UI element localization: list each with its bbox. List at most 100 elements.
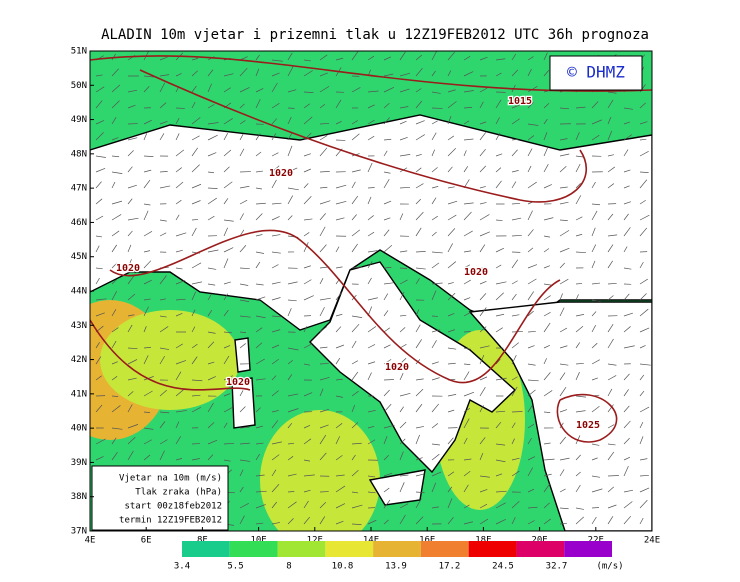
wind-arrow: [591, 119, 602, 125]
wind-arrow: [543, 483, 551, 493]
isobar-label: 1025: [576, 420, 600, 431]
wind-arrow: [591, 260, 596, 269]
wind-arrow: [303, 489, 311, 493]
wind-arrow: [511, 517, 516, 525]
wind-arrow: [255, 283, 264, 286]
wind-arrow: [335, 120, 342, 125]
wind-arrow: [399, 474, 409, 477]
wind-arrow: [575, 163, 581, 173]
wind-arrow: [223, 331, 232, 334]
wind-arrow: [527, 520, 535, 525]
wind-arrow: [255, 99, 261, 109]
wind-arrow: [527, 210, 533, 221]
colorbar-segment: [373, 541, 421, 557]
wind-arrow: [463, 521, 474, 525]
wind-arrow: [463, 408, 471, 413]
wind-arrow: [495, 443, 506, 446]
wind-arrow: [335, 455, 343, 461]
wind-arrow: [527, 278, 537, 285]
wind-arrow: [447, 101, 457, 109]
wind-arrow: [639, 261, 644, 269]
wind-arrow: [143, 155, 154, 157]
wind-arrow: [495, 358, 501, 365]
wind-arrow: [287, 66, 294, 77]
wind-arrow: [575, 423, 584, 429]
isobar-label: 1020: [116, 263, 140, 274]
lat-label: 40N: [71, 424, 87, 434]
wind-arrow: [319, 226, 326, 237]
wind-arrow: [447, 228, 456, 237]
wind-arrow: [575, 362, 584, 365]
map-area: 1015 1020 1020 1020 1020 1020 1025: [90, 51, 652, 531]
wind-arrow: [559, 293, 563, 301]
wind-arrow: [463, 71, 474, 77]
wind-arrow: [271, 441, 282, 445]
wind-arrow: [559, 409, 568, 413]
wind-arrow: [591, 311, 597, 317]
wind-arrow: [159, 347, 170, 350]
info-box: [91, 465, 229, 531]
wind-arrow: [623, 515, 632, 525]
wind-arrow: [399, 314, 407, 317]
wind-arrow: [399, 482, 405, 493]
wind-arrow: [335, 292, 342, 301]
wind-arrow: [639, 102, 646, 109]
wind-arrow: [239, 515, 245, 525]
wind-arrow: [111, 100, 120, 109]
wind-arrow: [527, 123, 539, 126]
wind-arrow: [511, 376, 518, 381]
wind-arrow: [415, 88, 422, 93]
wind-arrow: [159, 120, 168, 125]
wind-arrow: [511, 438, 515, 445]
wind-arrow: [575, 283, 583, 285]
info-line: Tlak zraka (hPa): [135, 488, 222, 498]
wind-arrow: [239, 406, 246, 413]
wind-arrow: [447, 516, 454, 525]
wind-arrow: [559, 363, 569, 366]
wind-arrow: [255, 133, 261, 141]
wind-arrow: [191, 219, 199, 221]
lat-label: 49N: [71, 115, 87, 125]
wind-arrow: [127, 324, 133, 333]
wind-arrow: [207, 267, 217, 270]
wind-arrow: [303, 242, 309, 253]
wind-arrow: [271, 59, 283, 62]
wind-arrow: [575, 294, 579, 301]
wind-arrow: [111, 405, 121, 413]
colorbar-label: 5.5: [227, 562, 243, 572]
wind-arrow: [415, 54, 423, 61]
wind-arrow: [239, 331, 247, 333]
wind-arrow: [207, 293, 212, 301]
wind-arrow: [95, 215, 104, 221]
wind-arrow: [303, 363, 311, 366]
wind-arrow: [319, 346, 328, 349]
wind-arrow: [639, 421, 644, 429]
wind-arrow: [559, 165, 567, 173]
wind-arrow: [271, 72, 280, 77]
wind-arrow: [271, 315, 282, 318]
wind-arrow: [367, 162, 373, 173]
wind-arrow: [639, 151, 649, 157]
wind-arrow: [271, 484, 280, 493]
wind-arrow: [607, 91, 617, 94]
wind-arrow: [511, 217, 522, 221]
wind-arrow: [399, 51, 406, 61]
wind-arrow: [559, 219, 568, 221]
wind-arrow: [111, 200, 123, 205]
land: [309, 261, 517, 474]
logo: © DHMZ: [567, 63, 625, 82]
colorbar-label: 24.5: [492, 562, 514, 572]
wind-arrow: [415, 198, 422, 205]
wind-arrow: [591, 405, 600, 413]
wind-arrow: [591, 475, 601, 478]
wind-arrow: [431, 453, 440, 461]
wind-arrow: [431, 377, 440, 381]
lat-label: 39N: [71, 458, 87, 468]
wind-arrow: [399, 373, 404, 381]
wind-arrow: [319, 244, 327, 253]
wind-arrow: [223, 345, 231, 349]
lat-label: 48N: [71, 149, 87, 159]
wind-arrow: [543, 217, 554, 221]
wind-arrow: [111, 395, 119, 397]
wind-arrow: [479, 307, 487, 317]
